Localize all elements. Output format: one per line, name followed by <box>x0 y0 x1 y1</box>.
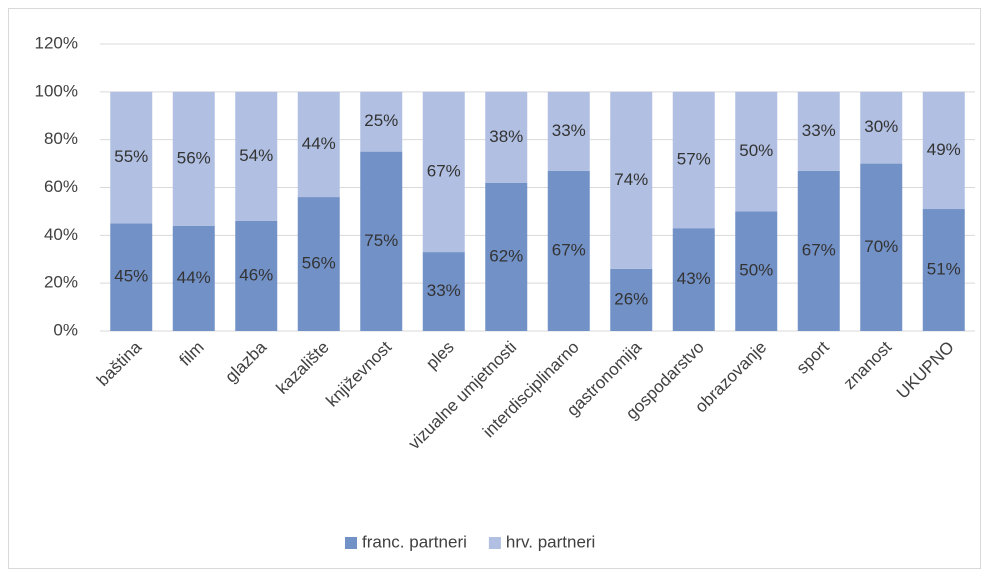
data-label: 30% <box>864 117 898 136</box>
data-label: 26% <box>614 289 648 308</box>
bar-segment <box>172 225 215 331</box>
y-tick-label: 80% <box>44 129 78 148</box>
legend-label: franc. partneri <box>362 532 467 551</box>
y-tick-label: 40% <box>44 225 78 244</box>
legend-swatch <box>345 537 357 549</box>
data-label: 33% <box>552 121 586 140</box>
data-label: 50% <box>739 141 773 160</box>
data-label: 44% <box>177 268 211 287</box>
data-label: 74% <box>614 170 648 189</box>
bar-segment <box>860 163 903 331</box>
data-label: 62% <box>489 246 523 265</box>
bar-segment <box>485 182 528 331</box>
data-label: 70% <box>864 237 898 256</box>
bar-segment <box>860 91 903 164</box>
y-tick-label: 0% <box>53 320 78 339</box>
bar-segment <box>172 91 215 226</box>
bar-segment <box>735 91 778 212</box>
data-label: 75% <box>364 231 398 250</box>
bar-segment <box>797 91 840 171</box>
bar-segment <box>485 91 528 183</box>
bar-segment <box>797 170 840 331</box>
data-label: 67% <box>552 240 586 259</box>
bar-segment <box>110 91 153 224</box>
bar-segment <box>297 91 340 198</box>
bar-segment <box>610 91 653 269</box>
data-label: 55% <box>114 147 148 166</box>
data-label: 45% <box>114 267 148 286</box>
data-label: 33% <box>427 281 461 300</box>
data-label: 67% <box>802 240 836 259</box>
bar-segment <box>235 220 278 331</box>
bar-segment <box>547 91 590 171</box>
data-label: 56% <box>302 254 336 273</box>
bar-segment <box>547 170 590 331</box>
y-tick-label: 120% <box>35 33 78 52</box>
bar-segment <box>110 223 153 331</box>
bar-segment <box>672 91 715 229</box>
bar-segment <box>610 268 653 331</box>
data-label: 49% <box>927 140 961 159</box>
legend-label: hrv. partneri <box>506 532 595 551</box>
bar-segment <box>735 211 778 331</box>
y-tick-label: 20% <box>44 273 78 292</box>
data-label: 67% <box>427 161 461 180</box>
bar-segment <box>922 209 965 331</box>
data-label: 51% <box>927 259 961 278</box>
legend: franc. partneri hrv. partneri <box>345 532 595 551</box>
data-label: 57% <box>677 149 711 168</box>
y-tick-label: 60% <box>44 177 78 196</box>
data-label: 38% <box>489 127 523 146</box>
data-label: 25% <box>364 111 398 130</box>
y-tick-label: 100% <box>35 81 78 100</box>
bar-segment <box>297 197 340 331</box>
bar-segment <box>422 252 465 331</box>
bar-segment <box>360 151 403 331</box>
legend-swatch <box>488 537 501 549</box>
data-label: 56% <box>177 148 211 167</box>
data-label: 33% <box>802 121 836 140</box>
data-label: 46% <box>239 265 273 284</box>
data-label: 50% <box>739 261 773 280</box>
bar-segment <box>422 91 465 253</box>
data-label: 43% <box>677 269 711 288</box>
bar-segment <box>360 91 403 152</box>
bar-segment <box>922 91 965 210</box>
data-label: 54% <box>239 146 273 165</box>
bar-segment <box>235 91 278 221</box>
bar-segment <box>672 228 715 331</box>
data-label: 44% <box>302 134 336 153</box>
